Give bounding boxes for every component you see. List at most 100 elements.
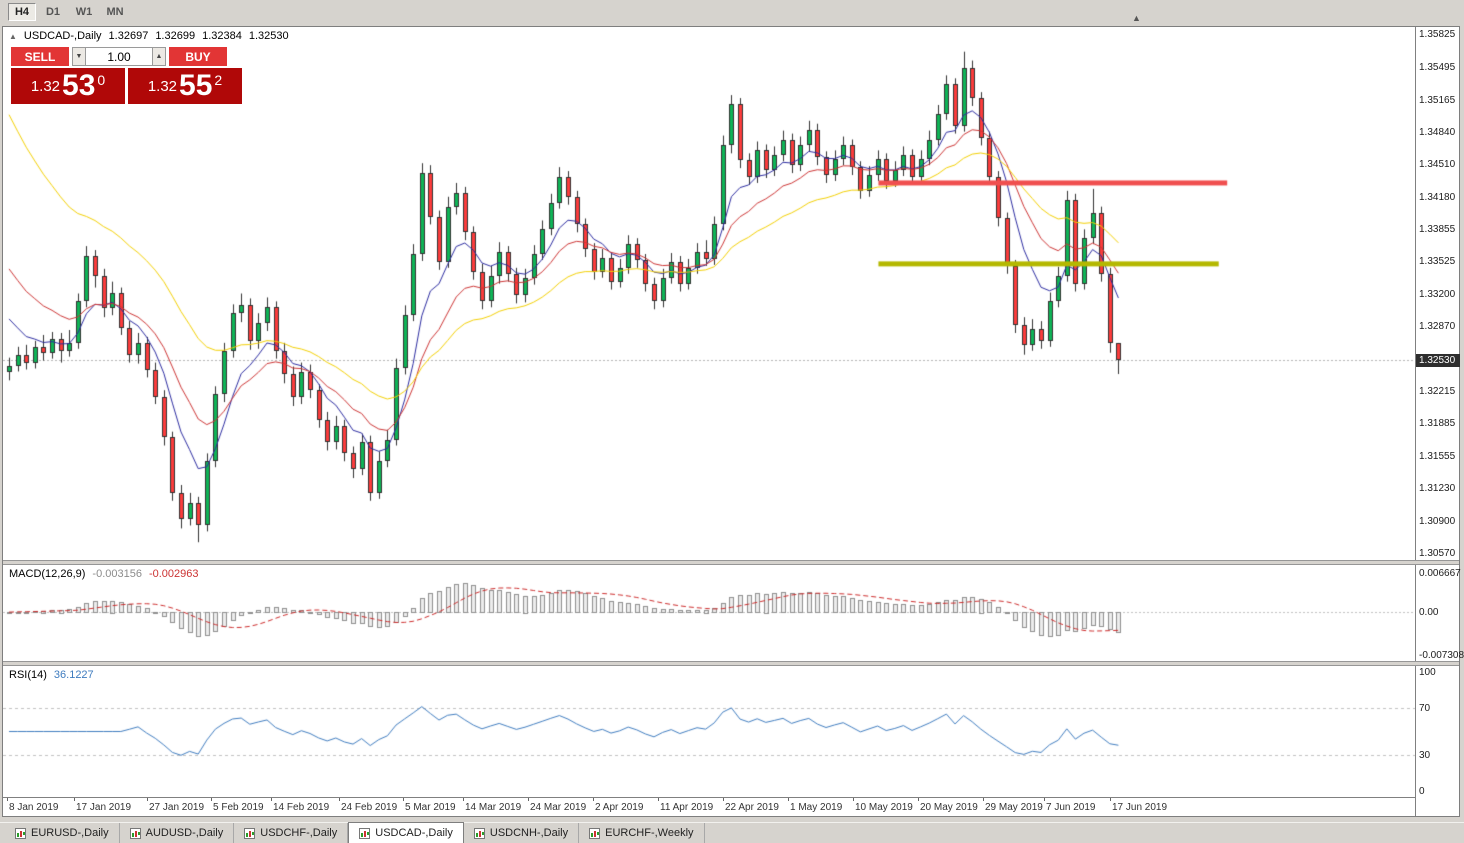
price-axis[interactable]: 1.35825 1.35495 1.35165 1.34840 1.34510 1.341… [1415, 27, 1464, 816]
macd-main-value: -0.003156 [92, 568, 142, 580]
date-axis-label: 11 Apr 2019 [660, 802, 714, 813]
sell-price-prefix: 1.32 [30, 77, 61, 95]
timeframe-button-h4[interactable]: H4 [8, 3, 36, 21]
timeframe-toolbar: H4 D1 W1 MN [0, 0, 1464, 24]
macd-axis-label: 0.006667 [1419, 567, 1461, 579]
tab-chart-icon [129, 827, 141, 839]
price-chart-canvas[interactable] [3, 27, 1415, 560]
tab-usdcnh-daily[interactable]: USDCNH-,Daily [464, 823, 580, 843]
price-axis-label: 1.31230 [1419, 482, 1456, 494]
tab-label: USDCAD-,Daily [375, 827, 453, 839]
tab-audusd-daily[interactable]: AUDUSD-,Daily [120, 823, 235, 843]
macd-signal-value: -0.002963 [148, 568, 199, 580]
tab-label: USDCHF-,Daily [260, 827, 338, 839]
collapse-icon[interactable]: ▲ [9, 32, 17, 41]
rsi-value: 36.1227 [53, 669, 94, 681]
price-axis-label: 1.33525 [1419, 256, 1456, 268]
price-axis-label: 1.35165 [1419, 94, 1456, 106]
sell-price-sup: 0 [97, 72, 106, 88]
date-axis-label: 24 Mar 2019 [530, 802, 587, 813]
tab-usdchf-daily[interactable]: USDCHF-,Daily [234, 823, 349, 843]
date-tick [1110, 798, 1111, 801]
sell-price-big: 53 [62, 69, 96, 102]
volume-input[interactable] [86, 47, 152, 66]
tab-chart-icon [15, 827, 26, 839]
ohlc-open: 1.32697 [108, 30, 149, 42]
date-axis-label: 2 Apr 2019 [595, 802, 644, 813]
price-axis-label: 1.31555 [1419, 450, 1456, 462]
date-axis-label: 10 May 2019 [855, 802, 913, 813]
date-tick [528, 798, 529, 801]
macd-header: MACD(12,26,9) -0.003156 -0.002963 [9, 568, 199, 580]
price-axis-label: 1.35495 [1419, 61, 1456, 73]
date-tick [147, 798, 148, 801]
date-tick [788, 798, 789, 801]
date-axis-label: 14 Mar 2019 [465, 802, 522, 813]
tab-usdcad-daily[interactable]: USDCAD-,Daily [348, 822, 464, 843]
tab-eurchf-weekly[interactable]: EURCHF-,Weekly [579, 823, 705, 843]
date-tick [593, 798, 594, 801]
price-axis-label: 1.32870 [1419, 321, 1456, 333]
price-axis-label: 1.32215 [1419, 385, 1456, 397]
date-axis-label: 27 Jan 2019 [149, 802, 205, 813]
date-tick [271, 798, 272, 801]
date-axis-label: 7 Jun 2019 [1046, 802, 1096, 813]
rsi-axis-label: 100 [1419, 666, 1436, 678]
date-axis-label: 29 May 2019 [985, 802, 1043, 813]
buy-price-sup: 2 [214, 72, 223, 88]
volume-decrease-icon[interactable]: ▼ [72, 47, 86, 66]
date-tick [918, 798, 919, 801]
buy-price-panel[interactable]: 1.32 55 2 [128, 68, 242, 104]
chart-shift-marker-icon[interactable]: ▲ [1132, 13, 1141, 23]
date-axis-label: 14 Feb 2019 [273, 802, 330, 813]
price-axis-label: 1.30570 [1419, 548, 1456, 560]
one-click-trading-panel: SELL ▼ ▲ BUY 1.32 53 0 1.32 55 2 [11, 47, 242, 104]
rsi-axis-label: 0 [1419, 786, 1425, 798]
date-tick [463, 798, 464, 801]
price-axis-label: 1.34180 [1419, 191, 1456, 203]
date-axis-label: 1 May 2019 [790, 802, 843, 813]
current-price-badge: 1.32530 [1416, 353, 1460, 367]
date-tick [339, 798, 340, 801]
tab-label: EURCHF-,Weekly [605, 827, 694, 839]
buy-button[interactable]: BUY [169, 47, 227, 66]
tab-chart-icon [473, 827, 485, 839]
timeframe-button-mn[interactable]: MN [106, 6, 124, 18]
date-axis-label: 22 Apr 2019 [725, 802, 779, 813]
ohlc-low: 1.32384 [202, 30, 242, 42]
tab-chart-icon [359, 827, 371, 839]
chart-title: ▲ USDCAD-,Daily 1.32697 1.32699 1.32384 … [9, 30, 289, 42]
price-axis-label: 1.33200 [1419, 288, 1456, 300]
date-axis-label: 20 May 2019 [920, 802, 978, 813]
rsi-label: RSI(14) [9, 669, 47, 681]
macd-axis-label: -0.007308 [1419, 650, 1464, 662]
chart-window: ▲ USDCAD-,Daily 1.32697 1.32699 1.32384 … [2, 26, 1464, 817]
buy-price-prefix: 1.32 [147, 77, 178, 95]
tab-label: USDCNH-,Daily [489, 827, 569, 839]
ohlc-high: 1.32699 [155, 30, 196, 42]
sell-button[interactable]: SELL [11, 47, 69, 66]
timeframe-button-d1[interactable]: D1 [45, 6, 61, 18]
volume-increase-icon[interactable]: ▲ [152, 47, 166, 66]
rsi-header: RSI(14) 36.1227 [9, 669, 94, 681]
price-axis-label: 1.31885 [1419, 418, 1456, 430]
timeframe-button-w1[interactable]: W1 [75, 6, 93, 18]
date-axis-label: 24 Feb 2019 [341, 802, 398, 813]
date-tick [1044, 798, 1045, 801]
rsi-canvas[interactable] [3, 666, 1415, 797]
panel-splitter[interactable] [3, 560, 1459, 565]
macd-canvas[interactable] [3, 565, 1415, 661]
tab-eurusd-daily[interactable]: EURUSD-,Daily [5, 823, 120, 843]
panel-splitter[interactable] [3, 661, 1459, 666]
date-tick [74, 798, 75, 801]
date-axis-label: 17 Jun 2019 [1112, 802, 1168, 813]
date-tick [853, 798, 854, 801]
date-tick [211, 798, 212, 801]
tab-label: AUDUSD-,Daily [145, 827, 224, 839]
date-axis-label: 8 Jan 2019 [9, 802, 59, 813]
date-tick [403, 798, 404, 801]
date-axis-label: 17 Jan 2019 [76, 802, 132, 813]
sell-price-panel[interactable]: 1.32 53 0 [11, 68, 125, 104]
date-axis[interactable]: 8 Jan 2019 17 Jan 2019 27 Jan 2019 5 Feb 20… [3, 797, 1415, 816]
